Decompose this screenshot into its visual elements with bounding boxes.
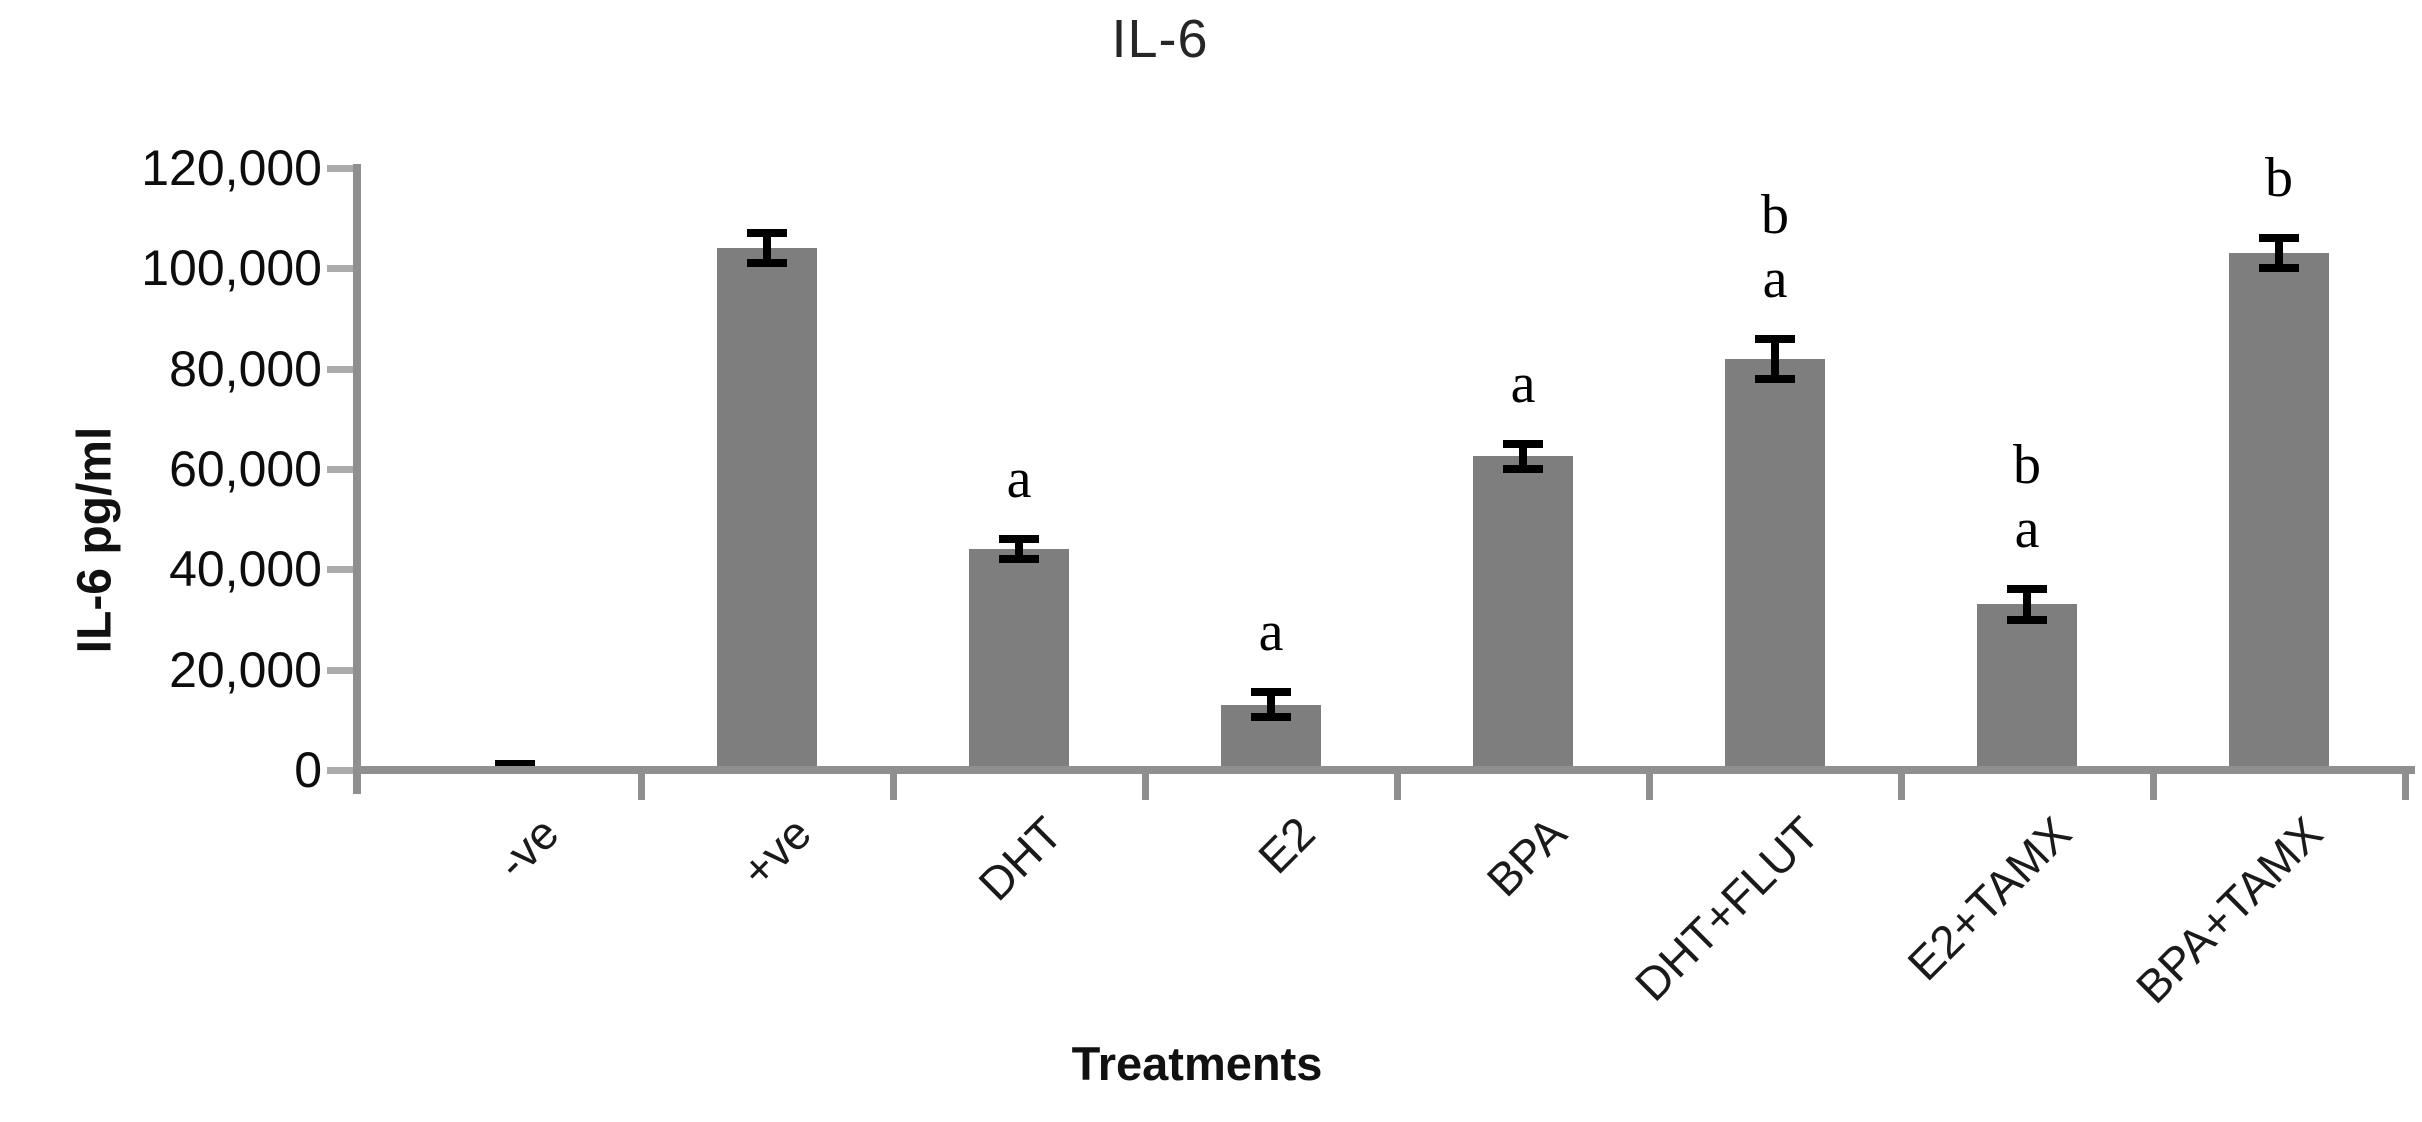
significance-letter: a	[2014, 498, 2040, 561]
x-tick-label--ve: -ve	[486, 806, 569, 889]
error-bar	[2023, 589, 2031, 620]
x-tick-label-BPA: BPA	[1477, 806, 1577, 907]
x-axis-tick	[890, 774, 897, 800]
y-tick-label: 100,000	[141, 240, 322, 297]
significance-letters: a	[1453, 352, 1593, 416]
y-tick-label: 40,000	[169, 541, 322, 598]
bar-BPA	[1473, 456, 1573, 770]
significance-letters: a	[1201, 600, 1341, 664]
error-bar	[1771, 338, 1779, 379]
y-axis-tick	[327, 767, 353, 774]
y-tick-label: 20,000	[169, 641, 322, 698]
y-tick-label: 80,000	[169, 340, 322, 397]
x-axis-tick	[1898, 774, 1905, 800]
x-tick-label-DHT+FLUT: DHT+FLUT	[1624, 806, 1829, 1011]
significance-letters: a	[949, 447, 1089, 511]
error-bar-cap-bottom	[1251, 713, 1291, 722]
error-bar	[1519, 443, 1527, 469]
error-bar-cap-bottom	[1755, 374, 1795, 383]
bar-DHT	[969, 549, 1069, 770]
x-tick-label-E2+TAMX: E2+TAMX	[1896, 806, 2081, 991]
error-bar-cap-bottom	[1503, 465, 1543, 473]
error-bar-cap-top	[747, 229, 787, 238]
significance-letter: b	[1761, 183, 1789, 246]
bar-DHT+FLUT	[1725, 358, 1825, 770]
x-tick-label-DHT: DHT	[968, 806, 1073, 911]
significance-letter: b	[2265, 147, 2293, 210]
x-axis-line	[353, 766, 2415, 774]
error-bar-cap-top	[1251, 688, 1291, 697]
error-bar-cap-bottom	[999, 555, 1039, 564]
error-bar-cap-top	[2007, 585, 2047, 594]
y-axis-title: IL-6 pg/ml	[68, 426, 122, 654]
error-bar-cap-top	[2259, 234, 2299, 243]
error-bar-cap-top	[999, 535, 1039, 544]
error-bar-cap-bottom	[747, 259, 787, 268]
error-bar	[2275, 238, 2283, 269]
x-axis-tick	[1646, 774, 1653, 800]
significance-letter: a	[1762, 247, 1788, 310]
error-bar-cap-top	[1755, 334, 1795, 343]
error-bar-cap-top	[495, 759, 535, 768]
x-axis-title: Treatments	[1071, 1037, 1323, 1090]
error-bar	[1267, 692, 1275, 718]
y-tick-label: 0	[294, 742, 322, 798]
bar-E2+TAMX	[1977, 604, 2077, 770]
y-tick-label: 120,000	[141, 140, 322, 196]
x-tick-label-BPA+TAMX: BPA+TAMX	[2126, 806, 2333, 1014]
error-bar-cap-bottom	[2259, 264, 2299, 273]
x-axis-tick	[2150, 774, 2157, 800]
significance-letter: a	[1258, 601, 1284, 664]
y-axis-tick	[327, 165, 353, 172]
x-tick-label-+ve: +ve	[730, 806, 821, 897]
error-bar-cap-bottom	[2007, 615, 2047, 624]
significance-letters: b	[2209, 146, 2349, 210]
y-axis-tick	[327, 566, 353, 574]
y-tick-label: 60,000	[169, 441, 322, 497]
x-axis-tick	[638, 774, 645, 800]
y-axis-tick	[327, 365, 353, 373]
y-axis-tick	[327, 666, 353, 674]
x-tick-label-E2: E2	[1247, 806, 1325, 884]
y-axis-line	[353, 164, 361, 794]
y-axis-tick	[327, 265, 353, 273]
significance-letter: a	[1006, 448, 1032, 511]
x-axis-tick	[2402, 774, 2409, 800]
bar-BPA+TAMX	[2229, 253, 2329, 770]
bar-+ve	[717, 248, 817, 770]
significance-letter: b	[2013, 434, 2041, 497]
x-axis-tick	[1394, 774, 1401, 800]
error-bar	[1015, 539, 1023, 560]
error-bar-cap-top	[1503, 439, 1543, 448]
chart-title: IL-6	[1111, 9, 1209, 69]
significance-letter: a	[1510, 352, 1536, 415]
y-axis-tick	[327, 466, 353, 473]
x-axis-tick	[1142, 774, 1149, 800]
error-bar	[763, 233, 771, 264]
